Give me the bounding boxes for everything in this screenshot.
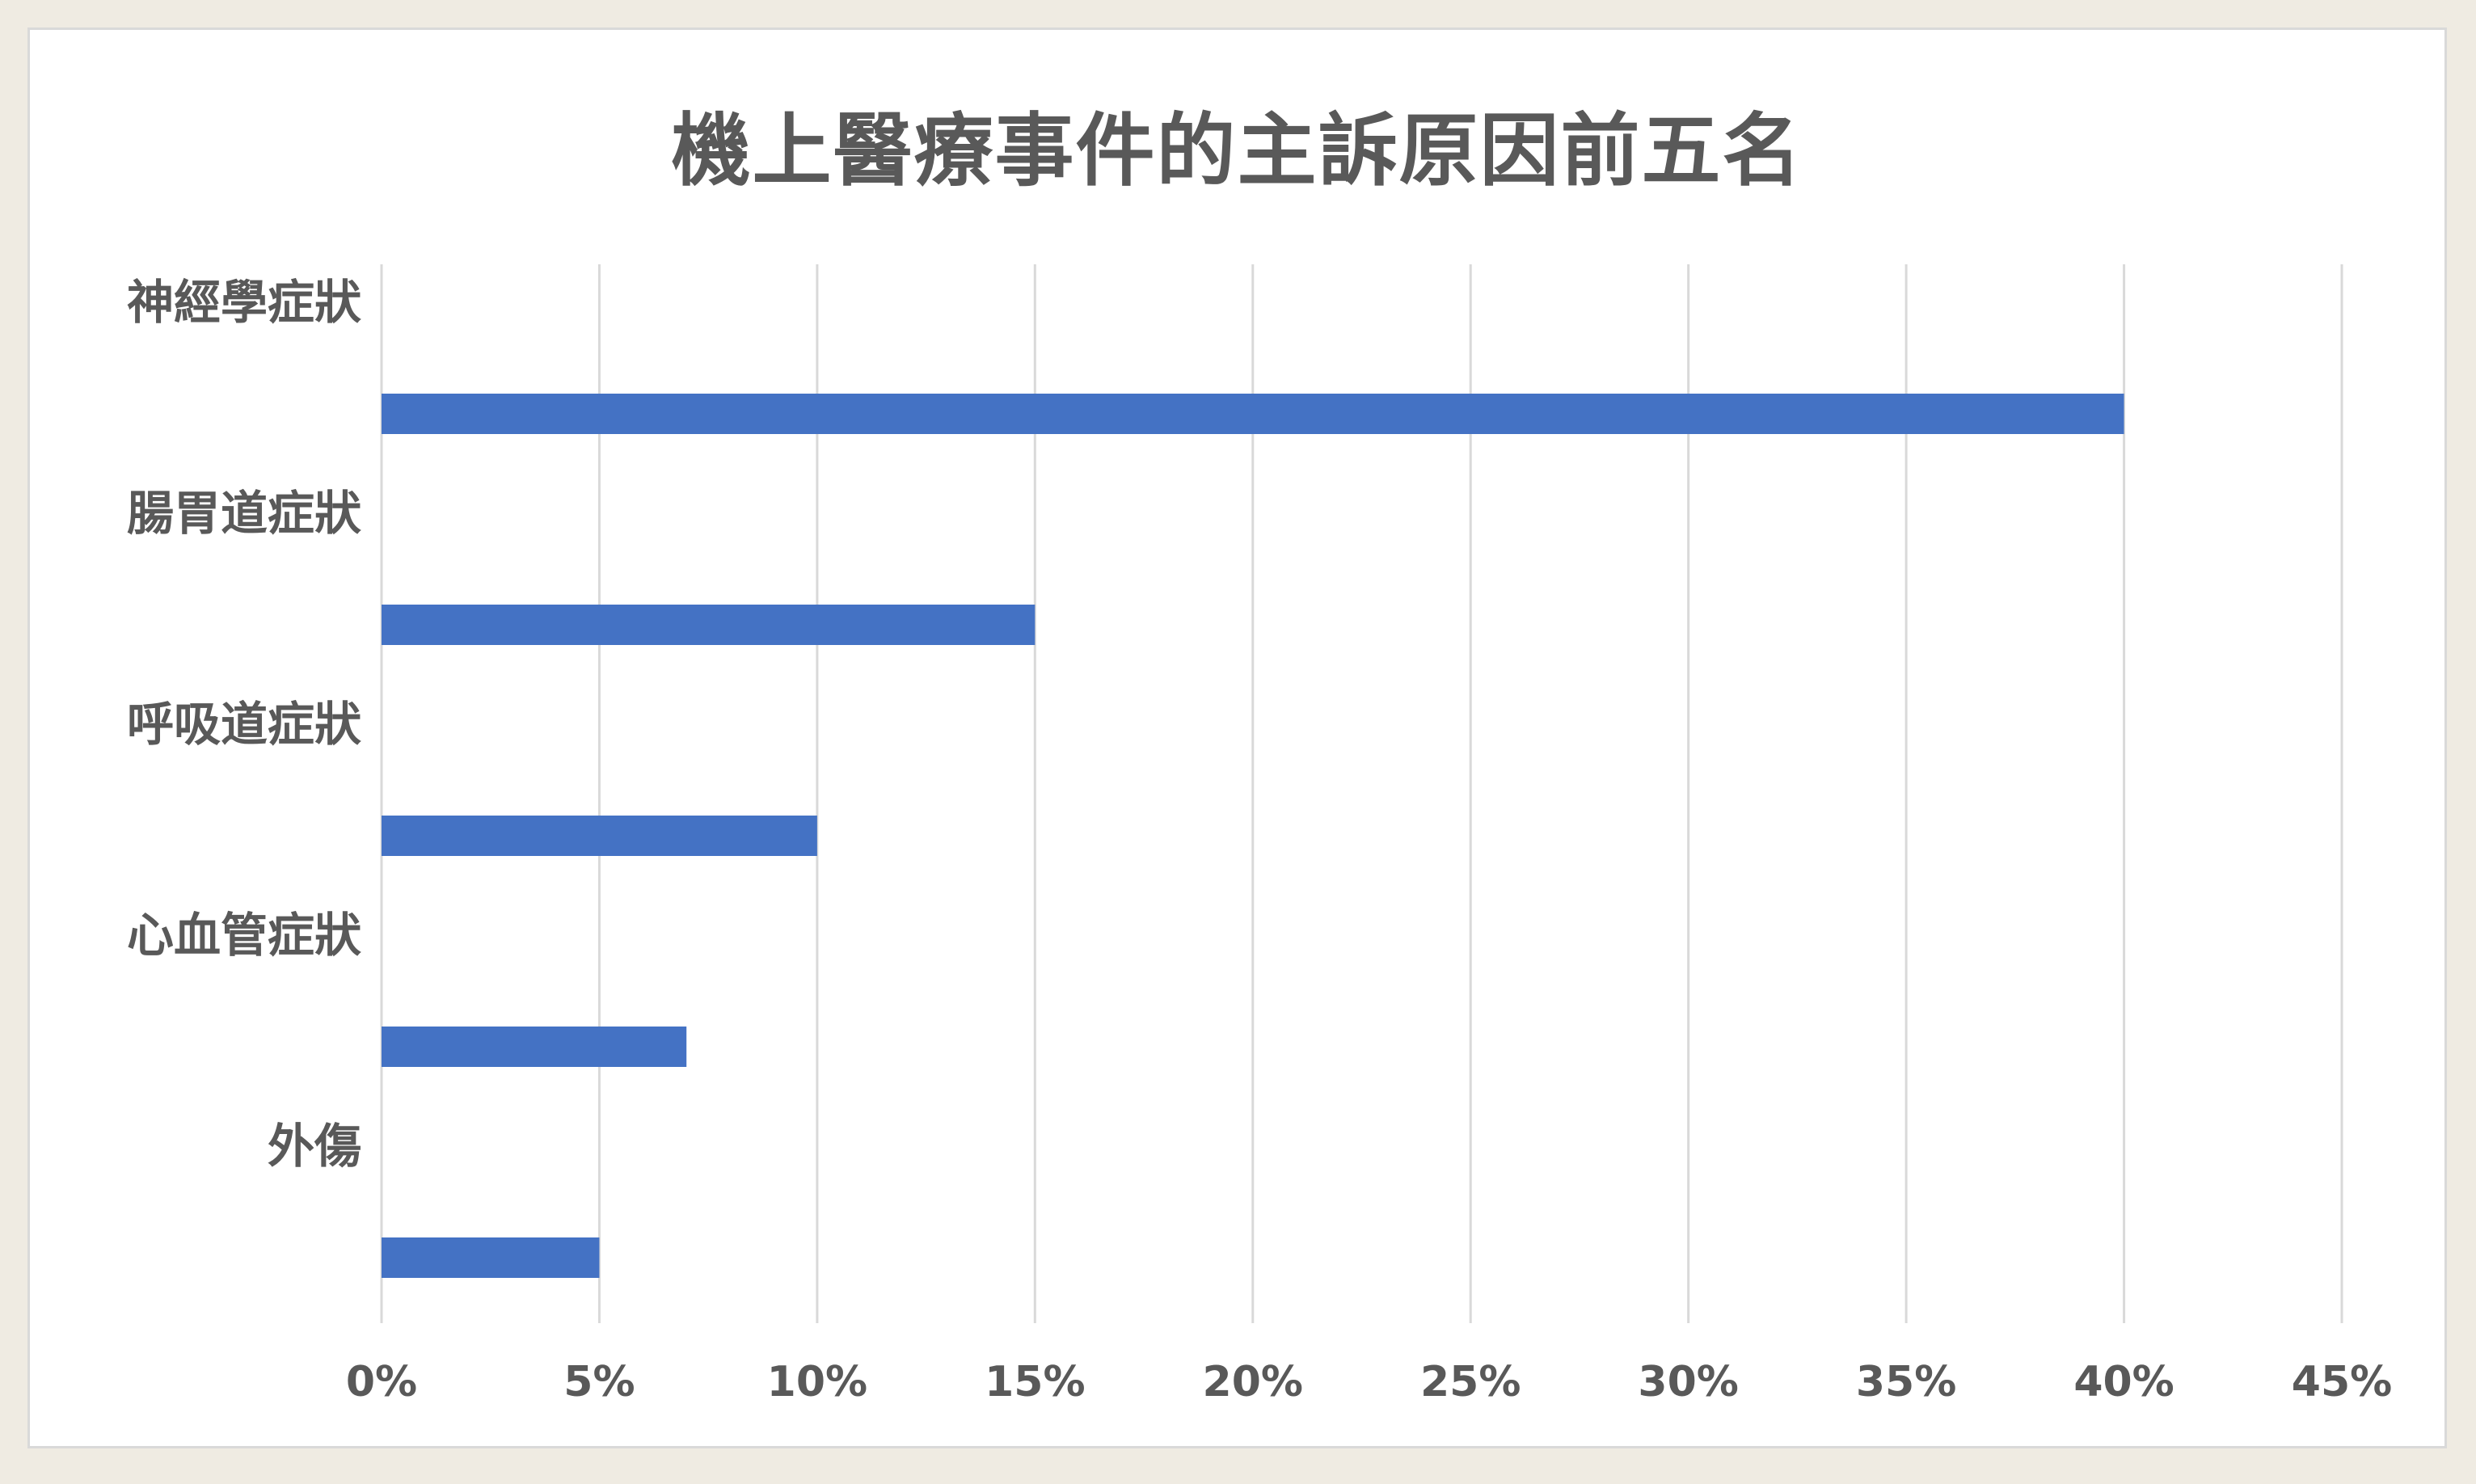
x-tick-label: 10% (767, 1358, 867, 1406)
x-tick-labels: 0% 5% 10% 15% 20% 25% 30% 35% 40% 45% (346, 1358, 2392, 1406)
x-tick-label: 15% (985, 1358, 1085, 1406)
bars (382, 394, 2124, 1278)
bar (382, 394, 2124, 434)
bar (382, 1027, 687, 1067)
x-tick-label: 40% (2073, 1358, 2174, 1406)
category-label: 神經學症狀 (127, 275, 361, 330)
x-tick-label: 30% (1638, 1358, 1738, 1406)
category-label: 呼吸道症狀 (127, 697, 361, 752)
category-label: 腸胃道症狀 (127, 486, 361, 541)
x-tick-label: 5% (563, 1358, 635, 1406)
bar (382, 1237, 600, 1278)
category-label: 心血管症狀 (127, 908, 361, 963)
chart-title: 機上醫療事件的主訴原因前五名 (671, 105, 1803, 197)
x-tick-label: 25% (1420, 1358, 1521, 1406)
x-tick-label: 0% (346, 1358, 417, 1406)
chart-frame: 機上醫療事件的主訴原因前五名 神經學症狀腸胃道症狀呼吸道症狀心血管症狀外傷 0%… (27, 27, 2447, 1448)
x-tick-label: 35% (1856, 1358, 1956, 1406)
bar (382, 605, 1036, 645)
bar (382, 816, 817, 856)
gridlines (380, 264, 2343, 1323)
category-label: 外傷 (268, 1119, 361, 1174)
x-tick-label: 45% (2292, 1358, 2392, 1406)
x-tick-label: 20% (1203, 1358, 1303, 1406)
